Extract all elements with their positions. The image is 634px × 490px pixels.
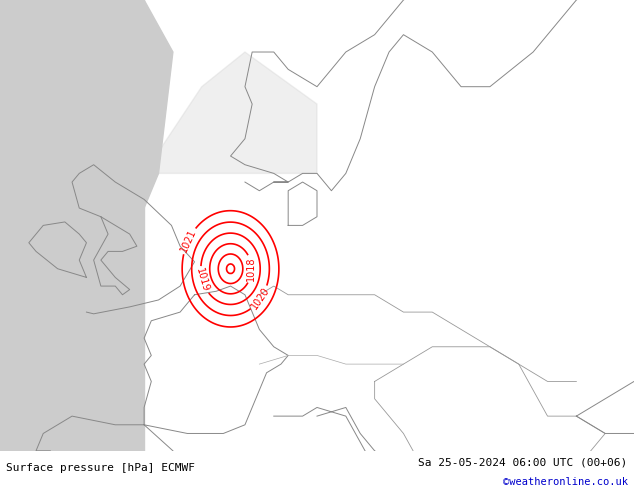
Text: 1018: 1018 [246, 257, 256, 281]
Text: 1021: 1021 [178, 227, 198, 254]
Polygon shape [144, 52, 317, 173]
Text: 1019: 1019 [194, 267, 210, 294]
Text: ©weatheronline.co.uk: ©weatheronline.co.uk [503, 477, 628, 487]
Bar [0, 0, 144, 451]
Text: 1020: 1020 [250, 285, 272, 311]
Polygon shape [0, 0, 173, 451]
Text: Sa 25-05-2024 06:00 UTC (00+06): Sa 25-05-2024 06:00 UTC (00+06) [418, 458, 628, 467]
Text: Surface pressure [hPa] ECMWF: Surface pressure [hPa] ECMWF [6, 464, 195, 473]
